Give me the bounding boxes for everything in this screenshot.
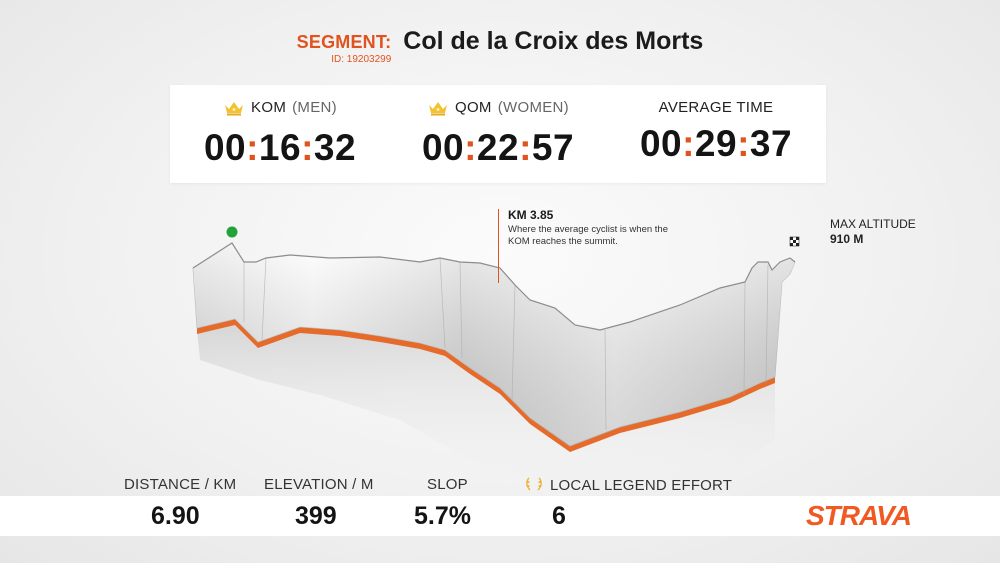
max-altitude-label: MAX ALTITUDE — [830, 217, 916, 231]
qom-title: QOM — [455, 99, 492, 116]
segment-header: SEGMENT: ID: 19203299 Col de la Croix de… — [0, 26, 1000, 65]
crown-icon — [429, 101, 447, 115]
finish-flag-icon — [789, 236, 800, 247]
segment-id: ID: 19203299 — [331, 54, 392, 65]
local-legend-label: LOCAL LEGEND EFFORT — [524, 476, 732, 494]
crown-icon — [225, 101, 244, 115]
distance-value: 6.90 — [151, 502, 200, 530]
slope-label: SLOP — [427, 476, 468, 493]
segment-name: Col de la Croix des Morts — [403, 27, 704, 55]
strava-logo: STRAVA — [806, 500, 912, 531]
segment-label: SEGMENT: — [296, 32, 392, 52]
annotation-title: KM 3.85 — [508, 208, 554, 222]
kom-title: KOM — [251, 99, 287, 116]
start-marker-icon — [226, 226, 238, 238]
max-altitude-value: 910 M — [830, 232, 864, 246]
times-panel: KOM (MEN) 00:16:32 QOM (WOMEN) 00:22:57 … — [170, 85, 826, 183]
qom-time: QOM (WOMEN) 00:22:57 — [388, 99, 608, 169]
average-time: AVERAGE TIME 00:29:37 — [606, 99, 826, 165]
local-legend-value: 6 — [552, 502, 566, 530]
average-value: 00:29:37 — [639, 123, 793, 164]
slope-value: 5.7% — [414, 502, 471, 530]
kom-value: 00:16:32 — [203, 126, 357, 168]
stats-band — [0, 496, 1000, 536]
average-title: AVERAGE TIME — [658, 99, 774, 116]
annotation-text: Where the average cyclist is when the KO… — [508, 224, 668, 247]
distance-label: DISTANCE / KM — [124, 476, 237, 493]
elevation-label: ELEVATION / M — [264, 476, 374, 493]
kom-subtitle: (MEN) — [292, 99, 337, 116]
elevation-value: 399 — [295, 502, 337, 530]
elevation-profile-illustration — [192, 226, 800, 488]
kom-time: KOM (MEN) 00:16:32 — [170, 99, 390, 169]
qom-value: 00:22:57 — [421, 126, 575, 168]
laurel-icon — [526, 477, 542, 491]
local-legend-text: LOCAL LEGEND EFFORT — [550, 477, 733, 494]
annotation-line — [498, 209, 499, 283]
max-altitude: MAX ALTITUDE 910 M — [830, 217, 916, 247]
km-annotation: KM 3.85 Where the average cyclist is whe… — [508, 208, 668, 248]
qom-subtitle: (WOMEN) — [497, 99, 569, 116]
